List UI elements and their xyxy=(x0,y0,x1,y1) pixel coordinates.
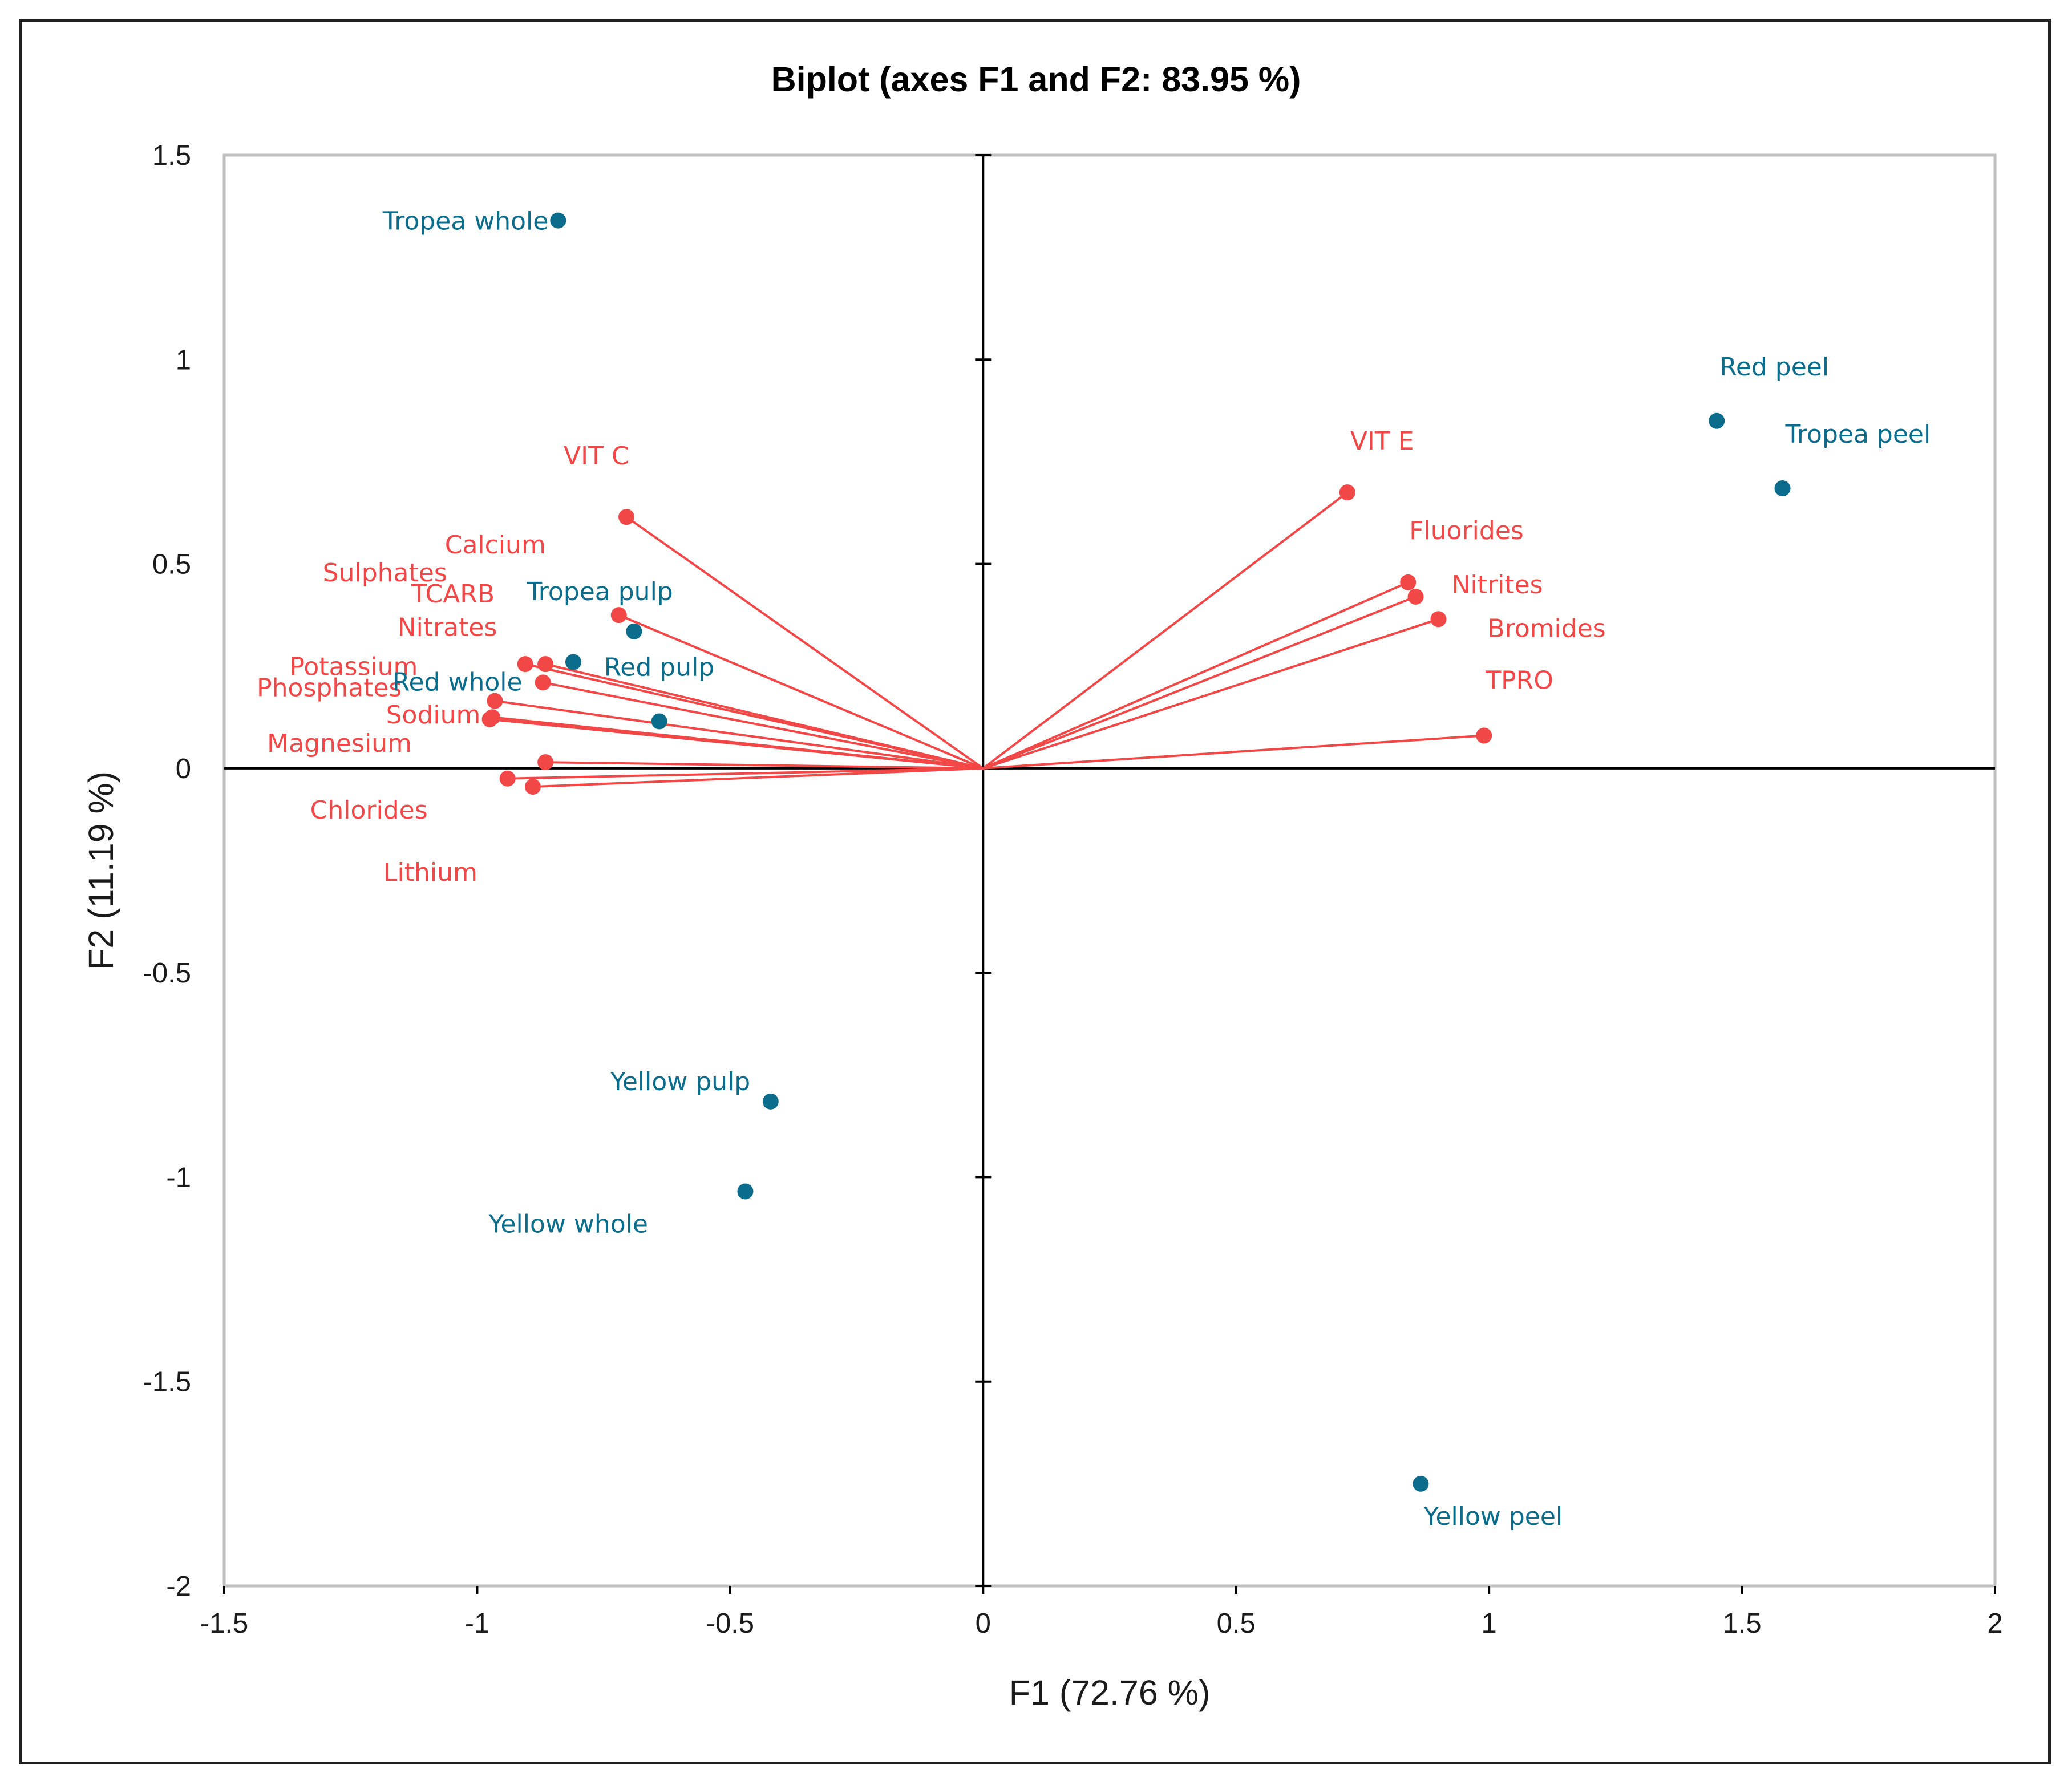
observation-label-red-whole: Red whole xyxy=(392,668,523,697)
variable-label-sodium: Sodium xyxy=(386,701,481,730)
vector-vit-c xyxy=(625,516,984,770)
y-tick-label: 0.5 xyxy=(152,549,191,580)
vector-magnesium xyxy=(545,761,984,770)
observation-label-tropea-peel: Tropea peel xyxy=(1785,420,1931,449)
variable-point-bromides xyxy=(1430,611,1447,628)
observation-label-yellow-peel: Yellow peel xyxy=(1423,1502,1563,1531)
vector-vit-e xyxy=(982,491,1349,770)
variable-label-magnesium: Magnesium xyxy=(267,729,412,758)
variable-label-chlorides: Chlorides xyxy=(310,796,428,825)
observation-point-tropea-pulp xyxy=(626,623,642,639)
x-tick-label: 1 xyxy=(1482,1608,1497,1639)
variable-point-vit-e xyxy=(1339,484,1355,501)
vector-tcarb xyxy=(545,663,984,770)
y-axis-ticks: -2 -1.5 -1 -0.5 0 0.5 1 1.5 xyxy=(143,140,992,1602)
x-axis-title: F1 (72.76 %) xyxy=(1009,1673,1211,1712)
vector-fluorides xyxy=(982,581,1409,770)
variable-label-lithium: Lithium xyxy=(383,858,477,887)
x-tick-label: 1.5 xyxy=(1723,1608,1762,1639)
x-tick-label: -0.5 xyxy=(706,1608,754,1639)
x-tick-label: -1 xyxy=(465,1608,490,1639)
variable-label-tpro: TPRO xyxy=(1485,666,1553,695)
observation-label-yellow-whole: Yellow whole xyxy=(488,1210,648,1239)
variable-label-vit-c: VIT C xyxy=(564,442,629,471)
variable-label-fluorides: Fluorides xyxy=(1409,516,1524,545)
chart-frame xyxy=(19,19,2051,1764)
observation-points xyxy=(550,212,1791,1492)
observation-label-red-pulp: Red pulp xyxy=(604,653,715,682)
y-tick-label: -2 xyxy=(166,1571,191,1602)
variable-point-tpro xyxy=(1476,727,1492,744)
variable-point-calcium xyxy=(610,607,627,624)
x-tick-label: 0.5 xyxy=(1217,1608,1256,1639)
y-tick-label: 1 xyxy=(176,345,191,375)
variable-point-chlorides xyxy=(499,770,516,787)
variable-label-sulphates: Sulphates xyxy=(323,558,447,588)
vector-nitrates xyxy=(543,681,984,770)
variable-label-phosphates: Phosphates xyxy=(257,673,402,702)
observation-label-red-peel: Red peel xyxy=(1719,353,1829,382)
variable-point-tcarb xyxy=(537,656,554,673)
variable-label-tcarb: TCARB xyxy=(411,580,495,609)
vector-tpro xyxy=(983,734,1484,770)
y-tick-label: -0.5 xyxy=(143,958,191,989)
plot-area xyxy=(222,153,1997,1588)
variable-point-potassium xyxy=(487,693,503,709)
observation-label-tropea-pulp: Tropea pulp xyxy=(526,577,673,606)
y-tick-label: -1.5 xyxy=(143,1367,191,1398)
vector-sodium xyxy=(489,718,984,770)
observation-point-tropea-whole xyxy=(550,212,566,229)
variable-label-nitrates: Nitrates xyxy=(398,613,497,642)
observation-point-yellow-whole xyxy=(737,1183,754,1200)
y-tick-label: 0 xyxy=(176,754,191,784)
observation-point-yellow-pulp xyxy=(762,1093,779,1110)
variable-point-nitrates xyxy=(535,674,551,691)
vector-potassium xyxy=(495,699,984,770)
variable-label-calcium: Calcium xyxy=(445,531,546,560)
variable-point-nitrites xyxy=(1407,588,1424,605)
y-tick-label: -1 xyxy=(166,1162,191,1193)
observation-point-red-whole xyxy=(565,654,581,670)
vector-bromides xyxy=(982,618,1439,770)
observation-point-yellow-peel xyxy=(1413,1475,1429,1492)
variable-point-sulphates xyxy=(517,656,533,673)
observation-point-red-peel xyxy=(1709,412,1725,429)
x-axis-ticks: -1.5 -1 -0.5 0 0.5 1 1.5 2 xyxy=(200,1586,2003,1639)
y-axis-title: F2 (11.19 %) xyxy=(82,771,120,970)
variable-point-fluorides xyxy=(1400,574,1417,590)
chart-title: Biplot (axes F1 and F2: 83.95 %) xyxy=(771,60,1301,99)
variable-vectors xyxy=(481,484,1492,795)
vector-calcium xyxy=(618,614,984,770)
variable-label-vit-e: VIT E xyxy=(1350,427,1414,456)
x-tick-label: 2 xyxy=(1987,1608,2002,1639)
observation-label-yellow-pulp: Yellow pulp xyxy=(610,1067,750,1096)
observation-label-tropea-whole: Tropea whole xyxy=(382,207,549,236)
observation-point-tropea-peel xyxy=(1774,480,1791,497)
variable-label-bromides: Bromides xyxy=(1487,614,1605,643)
variable-point-magnesium xyxy=(537,754,554,771)
x-tick-label: 0 xyxy=(976,1608,991,1639)
zero-axes xyxy=(224,155,1995,1586)
variable-point-vit-c xyxy=(618,509,635,525)
variable-label-nitrites: Nitrites xyxy=(1452,570,1543,600)
variable-label-potassium: Potassium xyxy=(289,653,418,682)
variable-point-lithium xyxy=(524,779,541,795)
y-tick-label: 1.5 xyxy=(152,140,191,171)
vector-lithium xyxy=(532,767,984,788)
vector-nitrites xyxy=(982,596,1417,770)
observation-point-red-pulp xyxy=(651,713,667,730)
x-tick-label: -1.5 xyxy=(200,1608,248,1639)
vector-chlorides xyxy=(507,767,984,780)
variable-point-sodium xyxy=(481,711,498,727)
